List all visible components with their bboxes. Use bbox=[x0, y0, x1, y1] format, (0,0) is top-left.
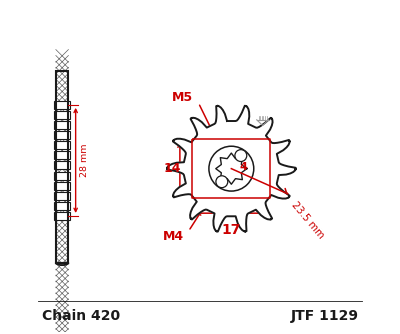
Bar bbox=[54, 131, 70, 139]
Bar bbox=[54, 192, 70, 200]
Circle shape bbox=[235, 150, 247, 162]
Bar bbox=[56, 71, 68, 263]
Text: M4: M4 bbox=[162, 230, 184, 243]
Bar bbox=[54, 172, 70, 180]
Polygon shape bbox=[167, 106, 296, 231]
Bar bbox=[54, 182, 70, 190]
Bar bbox=[54, 111, 70, 119]
Bar bbox=[54, 212, 70, 220]
Text: 17: 17 bbox=[222, 223, 241, 237]
Bar bbox=[54, 101, 70, 109]
Text: 14: 14 bbox=[164, 162, 181, 175]
Text: M5: M5 bbox=[172, 91, 194, 104]
Bar bbox=[54, 161, 70, 169]
Text: 23.5 mm: 23.5 mm bbox=[290, 200, 326, 240]
Text: 28 mm: 28 mm bbox=[80, 144, 89, 177]
Text: Chain 420: Chain 420 bbox=[42, 309, 120, 323]
Circle shape bbox=[209, 146, 254, 191]
Circle shape bbox=[216, 176, 228, 188]
Polygon shape bbox=[216, 153, 247, 184]
Text: JTF 1129: JTF 1129 bbox=[290, 309, 358, 323]
Text: 4: 4 bbox=[239, 162, 247, 172]
Bar bbox=[54, 141, 70, 149]
Bar bbox=[54, 202, 70, 210]
Bar bbox=[54, 151, 70, 159]
Bar bbox=[54, 121, 70, 129]
Bar bbox=[56, 71, 68, 263]
